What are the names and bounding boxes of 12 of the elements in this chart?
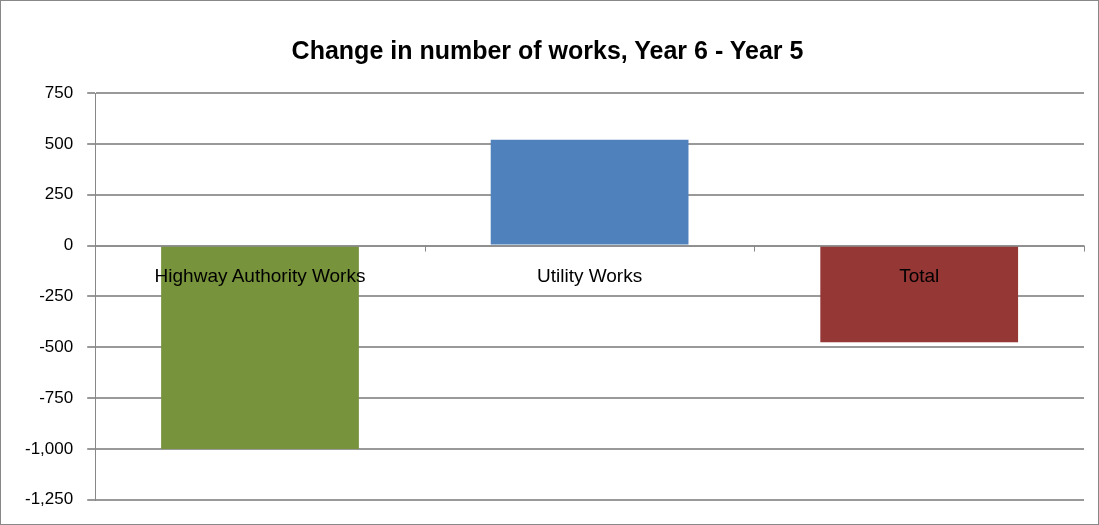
y-tick-label: -1,250 bbox=[25, 489, 74, 509]
y-tick-label: -250 bbox=[39, 286, 74, 306]
y-tick-label: -1,000 bbox=[25, 438, 74, 458]
y-tick-label: 250 bbox=[44, 184, 74, 204]
y-tick-label: 0 bbox=[63, 235, 74, 255]
y-tick-label: 750 bbox=[44, 82, 74, 102]
chart-title: Change in number of works, Year 6 - Year 5 bbox=[291, 35, 804, 64]
y-tick-label: 500 bbox=[44, 133, 74, 153]
y-tick-label: -500 bbox=[39, 336, 74, 356]
x-tick-label: Total bbox=[899, 264, 940, 286]
y-tick-label: -750 bbox=[39, 387, 74, 407]
x-tick-label: Utility Works bbox=[536, 264, 643, 286]
